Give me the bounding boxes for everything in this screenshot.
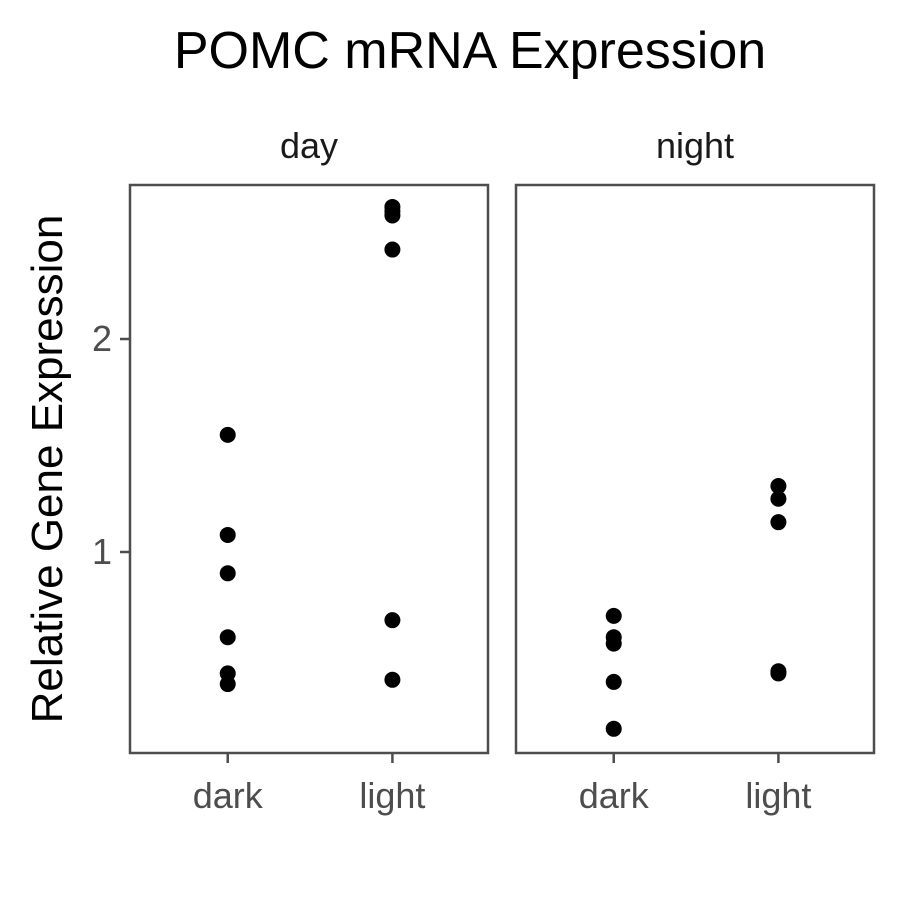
data-point-night-light-6 [770, 490, 787, 507]
data-point-night-light-9 [770, 665, 787, 682]
data-point-night-dark-2 [605, 635, 622, 652]
data-point-day-light-10 [384, 612, 401, 629]
facet-label-night: night [656, 125, 734, 166]
data-point-day-dark-5 [219, 676, 236, 693]
panel-border-day [128, 183, 490, 755]
panel-night: night dark light [514, 125, 876, 816]
x-tick-label-day-dark: dark [193, 775, 264, 816]
x-tick-label-night-dark: dark [579, 775, 650, 816]
y-tick-label-2: 2 [92, 318, 112, 359]
facet-label-day: day [280, 125, 338, 166]
data-point-day-dark-1 [219, 526, 236, 543]
chart-title: POMC mRNA Expression [174, 22, 766, 80]
data-point-day-light-8 [384, 207, 401, 224]
x-tick-label-day-light: light [359, 775, 425, 816]
plot-area: day dark light night dark light 1 2 [92, 125, 876, 816]
data-point-night-light-5 [770, 477, 787, 494]
panel-day: day dark light [128, 125, 490, 816]
y-axis-label: Relative Gene Expression [23, 215, 72, 724]
data-point-night-dark-0 [605, 607, 622, 624]
data-point-night-dark-3 [605, 673, 622, 690]
panel-border-night [514, 183, 876, 755]
data-point-day-light-11 [384, 671, 401, 688]
data-point-day-dark-0 [219, 426, 236, 443]
x-tick-label-night-light: light [745, 775, 811, 816]
data-point-day-dark-2 [219, 565, 236, 582]
data-point-night-dark-4 [605, 720, 622, 737]
data-point-day-dark-3 [219, 629, 236, 646]
data-point-day-light-9 [384, 241, 401, 258]
y-tick-label-1: 1 [92, 531, 112, 572]
data-point-night-light-7 [770, 514, 787, 531]
